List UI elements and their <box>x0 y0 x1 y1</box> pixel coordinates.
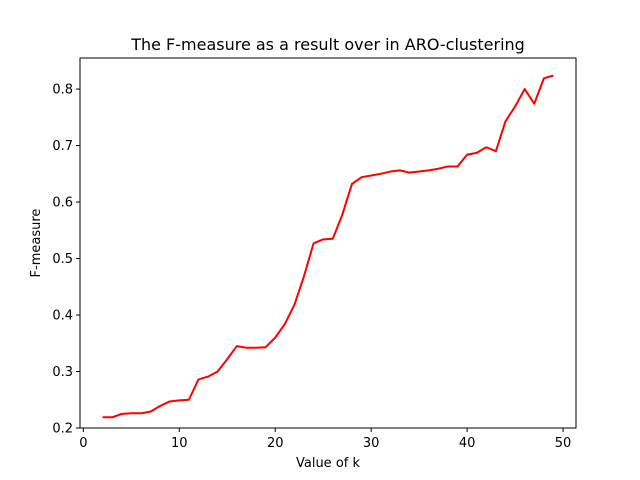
plot-frame <box>79 57 577 429</box>
y-tick-label: 0.8 <box>52 83 73 98</box>
y-tick-label: 0.2 <box>52 422 73 437</box>
y-tick-label: 0.5 <box>52 252 73 267</box>
x-tick-label: 0 <box>79 436 87 451</box>
y-tick-label: 0.3 <box>52 365 73 380</box>
y-axis-title: F-measure <box>29 209 44 278</box>
chart-title: The F-measure as a result over in ARO-cl… <box>130 35 525 54</box>
x-tick-label: 20 <box>267 436 284 451</box>
series-line-0 <box>102 74 554 419</box>
x-tick-label: 30 <box>363 436 380 451</box>
x-tick-label: 40 <box>459 436 476 451</box>
y-tick-label: 0.7 <box>52 139 73 154</box>
x-tick-label: 50 <box>555 436 572 451</box>
y-tick-label: 0.4 <box>52 309 73 324</box>
x-axis-title: Value of k <box>296 456 360 471</box>
x-tick-label: 10 <box>171 436 188 451</box>
y-tick-label: 0.6 <box>52 196 73 211</box>
